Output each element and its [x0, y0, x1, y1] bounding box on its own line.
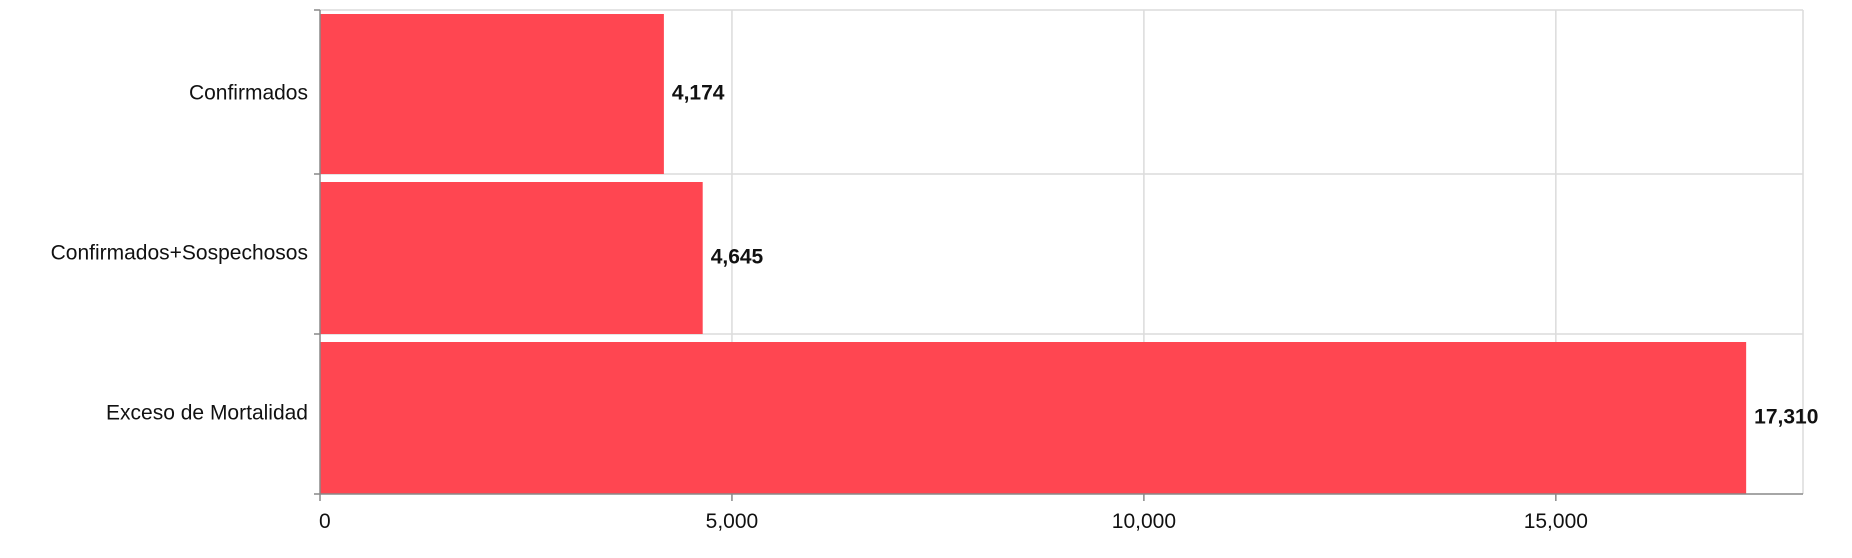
x-tick-label: 5,000: [706, 510, 759, 533]
category-label: Confirmados: [189, 82, 308, 105]
data-label: 17,310: [1754, 406, 1818, 429]
category-label: Exceso de Mortalidad: [106, 402, 308, 425]
category-label: Confirmados+Sospechosos: [51, 242, 308, 265]
bar: [320, 182, 703, 334]
bar: [320, 342, 1747, 494]
data-label: 4,645: [711, 246, 764, 269]
x-tick-label: 15,000: [1524, 510, 1588, 533]
labels: 4,174 Confirmados 4,645 Confirmados+Sospech…: [51, 82, 1819, 533]
data-label: 4,174: [672, 82, 725, 105]
x-tick-label: 10,000: [1112, 510, 1176, 533]
x-tick-label: 0: [319, 510, 331, 533]
bar: [320, 14, 664, 174]
axes: [314, 9, 1803, 501]
bars: [320, 14, 1747, 494]
